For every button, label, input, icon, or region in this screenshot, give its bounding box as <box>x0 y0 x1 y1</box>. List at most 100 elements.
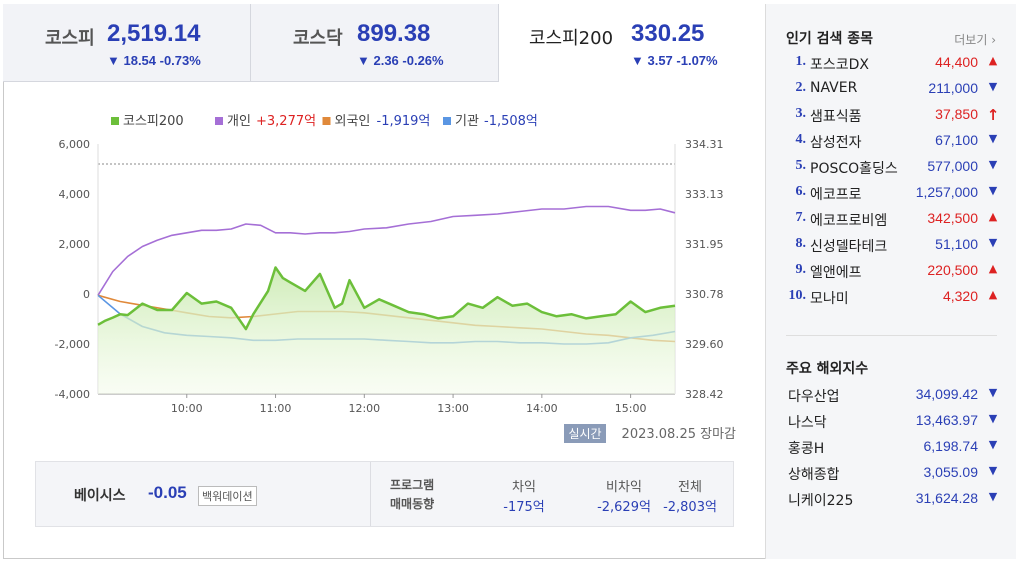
popular-name: POSCO홀딩스 <box>810 161 898 177</box>
popular-price: 4,320 <box>942 288 978 304</box>
tab-kospi200[interactable]: 코스피200 330.25 ▼ 3.57 -1.07% <box>499 4 765 82</box>
popular-price: 37,850 <box>935 106 978 122</box>
total-head: 전체 <box>678 480 702 495</box>
popular-rank: 7. <box>795 210 807 225</box>
x-tick-label: 10:00 <box>171 402 203 415</box>
index-tabs: 코스피 2,519.14 ▼ 18.54 -0.73% 코스닥 899.38 ▼… <box>3 4 765 82</box>
world-index-price: 31,624.28 <box>915 490 978 506</box>
popular-item[interactable]: 9. 엘앤에프 220,500 ▲ <box>788 262 1000 288</box>
tab-kospi[interactable]: 코스피 2,519.14 ▼ 18.54 -0.73% <box>3 4 251 82</box>
investor-chart: 코스피200 개인 +3,277억 외국인 -1,919억 기관 -1,508억 6,000… <box>55 114 736 443</box>
world-index-name: 나스닥 <box>788 415 827 431</box>
popular-price: 577,000 <box>927 158 978 174</box>
popular-rank: 9. <box>795 262 807 277</box>
tab-kosdaq[interactable]: 코스닥 899.38 ▼ 2.36 -0.26% <box>251 4 499 82</box>
popular-name: 신성델타테크 <box>810 239 888 255</box>
popular-title: 인기 검색 종목 <box>786 31 874 47</box>
popular-item[interactable]: 6. 에코프로 1,257,000 ▼ <box>788 184 1000 210</box>
right-tick-label: 330.78 <box>685 288 724 301</box>
date-label: 2023.08.25 장마감 <box>622 427 736 442</box>
down-triangle-icon: ▼ <box>988 132 998 145</box>
world-index-item[interactable]: 홍콩H 6,198.74 ▼ <box>788 438 1000 464</box>
legend-swatch <box>215 117 223 125</box>
world-index-price: 34,099.42 <box>915 386 978 402</box>
popular-item[interactable]: 3. 샘표식품 37,850 ↑ <box>788 106 1000 132</box>
program-label: 매매동향 <box>390 497 435 511</box>
popular-name: 포스코DX <box>810 57 870 73</box>
box-divider <box>370 462 371 526</box>
world-index-name: 홍콩H <box>788 441 825 457</box>
chart-legend: 코스피200 개인 +3,277억 외국인 -1,919억 기관 -1,508억 <box>111 114 538 129</box>
x-tick-label: 15:00 <box>615 402 647 415</box>
x-tick-label: 13:00 <box>437 402 469 415</box>
legend-amount: -1,919억 <box>377 114 431 129</box>
arbitrage-value: -175억 <box>503 500 545 515</box>
legend-label: 외국인 <box>335 114 371 129</box>
realtime-badge[interactable]: 실시간 <box>564 424 606 443</box>
legend-swatch <box>443 117 451 125</box>
legend-label: 기관 <box>455 114 479 129</box>
basis-value: -0.05 <box>148 483 187 502</box>
tab-name: 코스피 <box>45 28 95 49</box>
legend-item: 개인 +3,277억 <box>215 114 316 129</box>
left-axis: 6,000 4,000 2,000 0 -2,000 -4,000 <box>55 138 90 401</box>
tab-change: ▼ 2.36 -0.26% <box>357 53 444 68</box>
legend-amount: +3,277억 <box>256 114 316 129</box>
world-index-item[interactable]: 니케이225 31,624.28 ▼ <box>788 490 1000 516</box>
up-triangle-icon: ▲ <box>988 210 998 223</box>
down-triangle-icon: ▼ <box>988 412 998 425</box>
popular-price: 1,257,000 <box>915 184 978 200</box>
popular-name: 모나미 <box>810 291 849 307</box>
up-triangle-icon: ▲ <box>988 54 998 67</box>
chevron-right-icon: › <box>991 33 996 47</box>
world-index-name: 다우산업 <box>788 389 840 405</box>
legend-label: 코스피200 <box>123 114 184 129</box>
tab-change: ▼ 3.57 -1.07% <box>631 53 718 68</box>
legend-item: 코스피200 <box>111 114 184 129</box>
popular-item[interactable]: 1. 포스코DX 44,400 ▲ <box>788 54 1000 80</box>
up-triangle-icon: ▲ <box>988 288 998 301</box>
x-tick-label: 12:00 <box>348 402 380 415</box>
world-index-item[interactable]: 상해종합 3,055.09 ▼ <box>788 464 1000 490</box>
popular-item[interactable]: 10. 모나미 4,320 ▲ <box>788 288 1000 314</box>
popular-rank: 3. <box>795 106 807 121</box>
world-index-title: 주요 해외지수 <box>786 361 869 377</box>
up-triangle-icon: ▲ <box>988 262 998 275</box>
legend-amount: -1,508억 <box>484 114 538 129</box>
legend-item: 외국인 -1,919억 <box>322 114 431 129</box>
basis-label: 베이시스 <box>74 488 126 504</box>
world-index-name: 니케이225 <box>788 493 854 509</box>
realtime-badge-bg <box>564 424 606 443</box>
world-index-price: 13,463.97 <box>915 412 978 428</box>
market-index-panel: 코스피 2,519.14 ▼ 18.54 -0.73% 코스닥 899.38 ▼… <box>3 4 765 559</box>
popular-item[interactable]: 8. 신성델타테크 51,100 ▼ <box>788 236 1000 262</box>
legend-item: 기관 -1,508억 <box>443 114 538 129</box>
x-tick-label: 14:00 <box>526 402 558 415</box>
legend-swatch <box>322 117 331 125</box>
world-index-item[interactable]: 다우산업 34,099.42 ▼ <box>788 386 1000 412</box>
popular-rank: 2. <box>795 80 807 95</box>
series-line-코스피200 <box>97 266 676 331</box>
basis-program-box: 베이시스 -0.05 백워데이션 프로그램 매매동향 차익 -175억 비차익 … <box>35 461 734 527</box>
popular-price: 220,500 <box>927 262 978 278</box>
popular-name: 엘앤에프 <box>810 265 862 281</box>
popular-rank: 10. <box>788 288 807 303</box>
down-triangle-icon: ▼ <box>988 80 998 93</box>
popular-item[interactable]: 7. 에코프로비엠 342,500 ▲ <box>788 210 1000 236</box>
right-tick-label: 333.13 <box>685 188 724 201</box>
popular-rank: 8. <box>795 236 807 251</box>
total-value: -2,803억 <box>663 500 717 515</box>
popular-rank: 1. <box>795 54 807 69</box>
popular-item[interactable]: 2. NAVER 211,000 ▼ <box>788 80 1000 106</box>
backwardation-badge: 백워데이션 <box>198 486 257 506</box>
section-divider <box>786 335 997 336</box>
popular-name: 삼성전자 <box>810 135 862 151</box>
popular-item[interactable]: 4. 삼성전자 67,100 ▼ <box>788 132 1000 158</box>
more-link[interactable]: 더보기 › <box>954 31 996 48</box>
popular-rank: 4. <box>795 132 807 147</box>
world-index-item[interactable]: 나스닥 13,463.97 ▼ <box>788 412 1000 438</box>
legend-swatch <box>111 117 119 125</box>
popular-name: 에코프로 <box>810 187 862 203</box>
more-label: 더보기 <box>954 33 988 47</box>
popular-item[interactable]: 5. POSCO홀딩스 577,000 ▼ <box>788 158 1000 184</box>
